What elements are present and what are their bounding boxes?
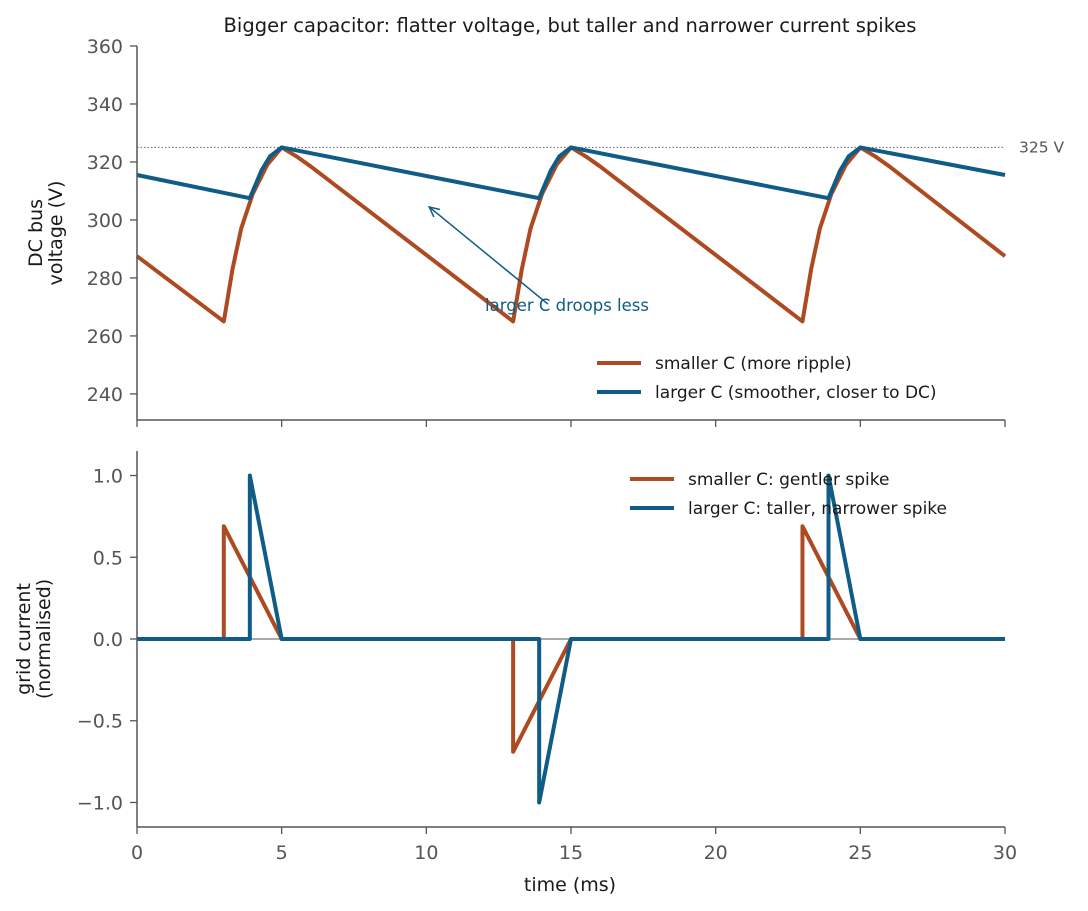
legend-label-smaller-c: smaller C: gentler spike — [688, 470, 889, 490]
series-line-larger-c — [137, 473, 1005, 805]
chart-title: Bigger capacitor: flatter voltage, but t… — [224, 14, 917, 37]
x-tick-label: 30 — [993, 842, 1017, 864]
y-tick-label: 240 — [87, 384, 123, 406]
voltage-panel: 325 V 240 260 280 300 320 340 360 DC busvoltage … — [25, 36, 1065, 427]
legend: smaller C: gentler spike larger C: taller… — [630, 470, 947, 519]
current-panel: 1.0 0.5 0.0 −0.5 −1.0 0 5 10 15 20 25 30 grid curren… — [13, 451, 1017, 864]
y-tick-label: 260 — [87, 326, 123, 348]
x-tick-label: 15 — [559, 842, 583, 864]
annotation-arrowhead — [427, 205, 441, 218]
legend-label-larger-c: larger C: taller, narrower spike — [688, 499, 947, 519]
reference-line-label: 325 V — [1019, 138, 1065, 156]
annotation-text: larger C droops less — [485, 296, 649, 315]
y-tick-label: 340 — [87, 94, 123, 116]
y-tick-label: 360 — [87, 36, 123, 58]
series-line-smaller-c — [137, 524, 1005, 754]
x-tick-label: 20 — [704, 842, 728, 864]
y-tick-label: 280 — [87, 268, 123, 290]
y-tick-label: 320 — [87, 152, 123, 174]
x-axis-label: time (ms) — [524, 874, 616, 896]
y-axis-label: DC busvoltage (V) — [25, 181, 67, 286]
x-tick-label: 25 — [848, 842, 872, 864]
y-axis-label: grid current(normalised) — [13, 579, 55, 699]
legend-label-smaller-c: smaller C (more ripple) — [655, 354, 852, 374]
y-tick-label: 0.0 — [93, 629, 123, 651]
legend: smaller C (more ripple) larger C (smoothe… — [597, 354, 937, 403]
series-line-larger-c — [136, 145, 1006, 201]
y-tick-label: −0.5 — [77, 711, 123, 733]
y-tick-label: −1.0 — [77, 792, 123, 814]
x-tick-label: 5 — [276, 842, 288, 864]
x-tick-label: 0 — [131, 842, 143, 864]
y-tick-label: 300 — [87, 210, 123, 232]
y-tick-label: 1.0 — [93, 466, 123, 488]
x-tick-label: 10 — [414, 842, 438, 864]
legend-label-larger-c: larger C (smoother, closer to DC) — [655, 383, 937, 403]
y-tick-label: 0.5 — [93, 547, 123, 569]
annotation-arrow — [428, 206, 549, 305]
